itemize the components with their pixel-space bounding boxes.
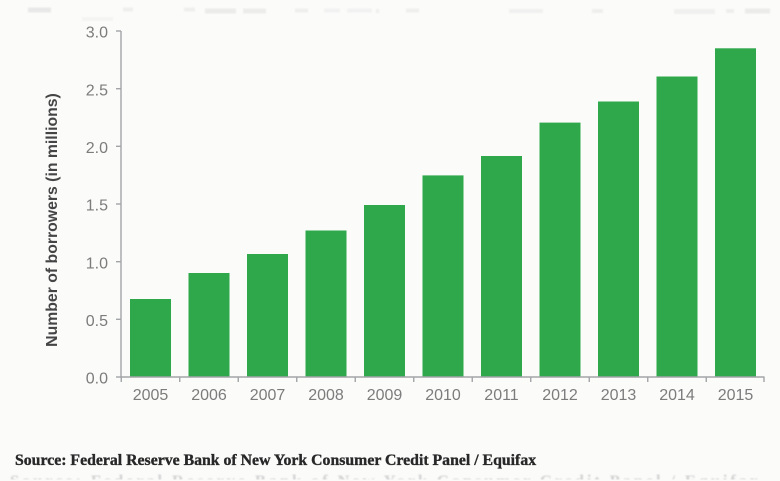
svg-text:2007: 2007 (250, 387, 286, 404)
svg-text:3.0: 3.0 (86, 25, 108, 42)
svg-text:2005: 2005 (133, 387, 169, 404)
svg-text:Source: Federal Reserve Bank o: Source: Federal Reserve Bank of New York… (10, 472, 759, 481)
svg-text:Source: Federal Reserve Bank o: Source: Federal Reserve Bank of New York… (15, 452, 536, 469)
svg-text:2010: 2010 (425, 387, 461, 404)
svg-text:1.5: 1.5 (86, 198, 108, 215)
svg-text:2013: 2013 (601, 387, 637, 404)
svg-text:2015: 2015 (718, 387, 754, 404)
svg-text:0.0: 0.0 (86, 371, 108, 388)
svg-text:Number of borrowers (in millio: Number of borrowers (in millions) (44, 93, 61, 347)
svg-text:2.0: 2.0 (86, 140, 108, 157)
svg-text:2.5: 2.5 (86, 82, 108, 99)
svg-text:2014: 2014 (659, 387, 695, 404)
svg-text:2008: 2008 (308, 387, 344, 404)
svg-text:2012: 2012 (542, 387, 578, 404)
svg-text:1.0: 1.0 (86, 255, 108, 272)
svg-text:2009: 2009 (367, 387, 403, 404)
svg-text:2011: 2011 (484, 387, 519, 404)
svg-text:0.5: 0.5 (86, 313, 108, 330)
svg-text:2006: 2006 (191, 387, 227, 404)
